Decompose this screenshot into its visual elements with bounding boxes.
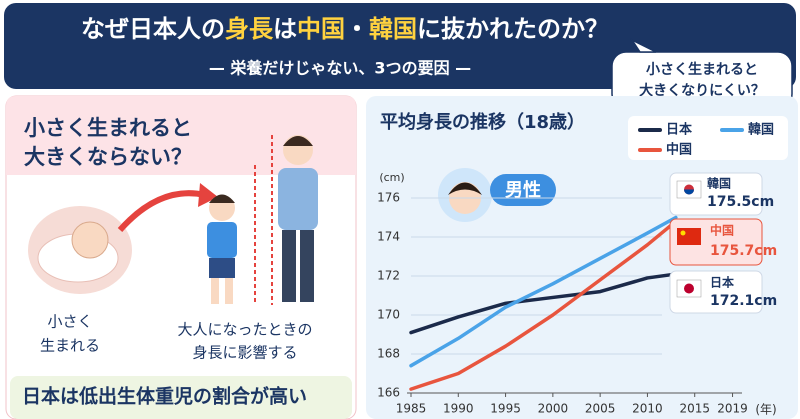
arrow <box>117 190 206 232</box>
x-axis-label: (年) <box>755 403 776 417</box>
series-line <box>409 219 678 391</box>
series-line <box>409 272 678 335</box>
title-part: ・ <box>345 15 369 43</box>
legend-label: 韓国 <box>748 122 774 138</box>
adult-leg <box>282 230 296 302</box>
plot: 166 168 170 172 174 176 1985 1990 1995 2000 2005 20… <box>377 191 748 416</box>
title-part: に抜かれたのか？ <box>417 15 609 43</box>
child-leg <box>225 278 233 304</box>
title-part: 中国 <box>297 15 345 43</box>
adult-hair <box>283 136 313 146</box>
x-tick-label: 2015 <box>679 402 710 416</box>
adult-leg <box>300 230 314 302</box>
callout-name: 中国 <box>710 223 734 238</box>
y-axis-label: (cm) <box>379 171 404 184</box>
arrow-head <box>198 183 218 207</box>
title-part: 韓国 <box>369 15 417 43</box>
title-part: は <box>273 15 297 43</box>
callout-name: 日本 <box>710 275 734 290</box>
series-line <box>409 215 678 368</box>
banner: 日本は低出生体重児の割合が高い <box>22 385 307 408</box>
banner-bg <box>10 376 352 419</box>
x-tick-label: 2019 <box>717 402 748 416</box>
callout-value: 175.5cm <box>707 194 774 210</box>
left-heading: 小さく生まれると <box>24 116 192 140</box>
subtitle: — 栄養だけじゃない、3つの要因 — <box>209 59 471 78</box>
title-part: 身長 <box>225 15 274 43</box>
flag-china-star <box>680 230 686 236</box>
child-leg <box>211 278 219 304</box>
callout-value: 175.7cm <box>710 243 777 259</box>
left-heading-bg <box>6 96 356 175</box>
header-bg <box>4 3 796 89</box>
chart-title: 平均身長の推移（18歳） <box>380 111 585 133</box>
flag-korea-mark <box>684 189 694 195</box>
x-tick-label: 1990 <box>443 402 474 416</box>
child-shirt <box>207 222 237 258</box>
y-tick-label: 176 <box>377 191 400 205</box>
x-tick-label: 1985 <box>396 402 427 416</box>
title: なぜ日本人の身長は中国・韓国に抜かれたのか？ <box>81 15 609 43</box>
legend-label: 日本 <box>666 122 692 138</box>
legend-label: 中国 <box>666 142 692 158</box>
flag-china <box>677 228 701 245</box>
child-shorts <box>209 258 235 278</box>
y-tick-label: 170 <box>377 308 400 322</box>
title-part: なぜ日本人の <box>81 15 225 43</box>
baby-head <box>71 221 109 259</box>
x-tick-label: 2005 <box>585 402 616 416</box>
bubble-text: 小さく生まれると <box>646 61 758 78</box>
y-tick-label: 166 <box>377 386 400 400</box>
boy-hair <box>448 182 482 195</box>
baby-label: 小さく <box>47 313 92 331</box>
y-tick-label: 172 <box>377 269 400 283</box>
x-tick-label: 2000 <box>538 402 569 416</box>
y-tick-label: 174 <box>377 230 400 244</box>
callout-name: 韓国 <box>707 176 731 191</box>
baby-label: 生まれる <box>40 337 100 355</box>
adult-hoodie <box>278 168 318 230</box>
x-tick-label: 2010 <box>632 402 663 416</box>
legend-bg <box>628 116 788 160</box>
child-hair <box>209 194 235 203</box>
bubble-tail <box>629 38 657 53</box>
adult-label: 大人になったときの <box>177 321 312 339</box>
x-tick-label: 1995 <box>490 402 521 416</box>
y-tick-label: 168 <box>377 347 400 361</box>
bubble-text: 大きくなりにくい？ <box>639 82 765 99</box>
adult-label: 身長に影響する <box>192 344 297 362</box>
flag-japan-mark <box>684 283 694 294</box>
callout-value: 172.1cm <box>710 293 777 309</box>
badge: 男性 <box>505 179 541 201</box>
left-heading: 大きくならない？ <box>24 145 192 169</box>
